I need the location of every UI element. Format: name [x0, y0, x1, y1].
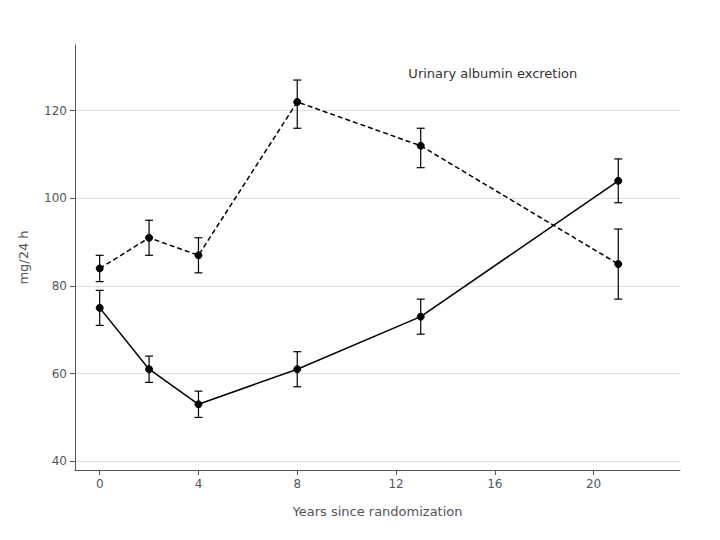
svg-text:12: 12 [388, 477, 403, 491]
svg-text:120: 120 [44, 104, 67, 118]
svg-text:16: 16 [487, 477, 502, 491]
svg-text:100: 100 [44, 191, 67, 205]
svg-text:80: 80 [52, 279, 67, 293]
svg-text:Urinary albumin excretion: Urinary albumin excretion [408, 66, 577, 81]
svg-text:40: 40 [52, 454, 67, 468]
svg-text:4: 4 [195, 477, 203, 491]
svg-text:Years since randomization: Years since randomization [291, 504, 462, 519]
svg-text:0: 0 [96, 477, 104, 491]
svg-text:20: 20 [586, 477, 601, 491]
svg-text:mg/24 h: mg/24 h [16, 230, 31, 284]
svg-text:60: 60 [52, 367, 67, 381]
svg-text:8: 8 [293, 477, 301, 491]
